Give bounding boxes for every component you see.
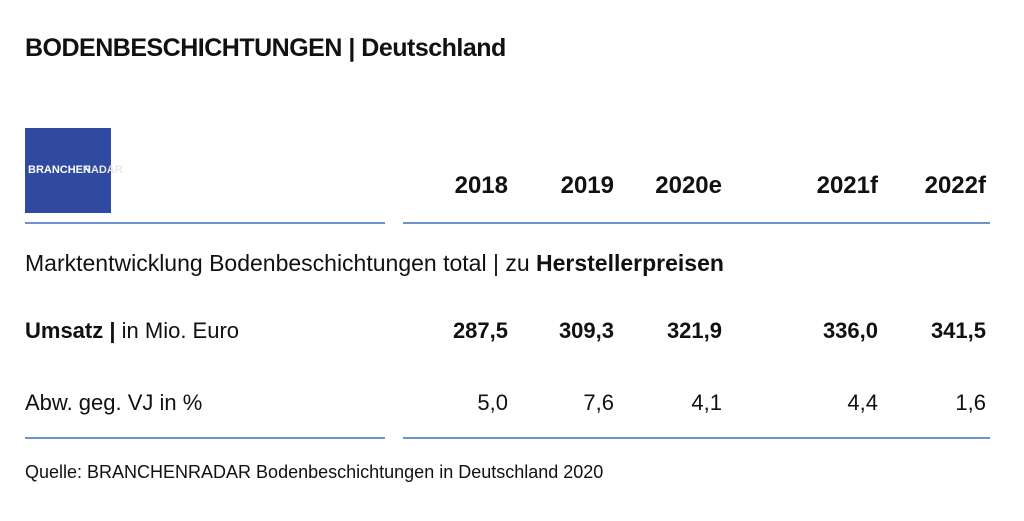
- cell: 4,1: [691, 390, 722, 415]
- cell: 309,3: [558, 318, 614, 343]
- row-label: Abw. geg. VJ in %: [25, 390, 203, 415]
- rule: [25, 437, 385, 439]
- cell: 336,0: [822, 318, 878, 343]
- cell: 287,5: [452, 318, 508, 343]
- rule: [403, 437, 990, 439]
- row-label-text: in Mio. Euro: [121, 318, 240, 343]
- cell: 321,9: [666, 318, 722, 343]
- column-header: 2021f: [816, 172, 878, 199]
- cell: 7,6: [583, 390, 614, 415]
- section-bold: Herstellerpreisen: [536, 250, 724, 276]
- row-label-bold: Umsatz |: [25, 318, 116, 343]
- column-header: 2020e: [655, 172, 722, 199]
- rule: [403, 222, 990, 224]
- section-text: Marktentwicklung Bodenbeschichtungen tot…: [25, 250, 530, 276]
- column-header: 2018: [454, 172, 508, 199]
- section-heading: Marktentwicklung Bodenbeschichtungen tot…: [25, 250, 724, 277]
- column-header: 2019: [560, 172, 614, 199]
- row-label: Umsatz | in Mio. Euro: [25, 318, 239, 344]
- cell: 341,5: [930, 318, 986, 343]
- logo-text: BRANCHEN: [28, 164, 91, 176]
- logo-text: RADAR: [83, 164, 123, 176]
- title: BODENBESCHICHTUNGEN | Deutschland: [25, 34, 506, 62]
- cell: 1,6: [955, 390, 986, 415]
- source: Quelle: BRANCHENRADAR Bodenbeschichtunge…: [25, 462, 604, 482]
- cell: 4,4: [847, 390, 878, 415]
- rule: [25, 222, 385, 224]
- cell: 5,0: [477, 390, 508, 415]
- column-header: 2022f: [924, 172, 986, 199]
- logo: BRANCHEN RADAR: [25, 128, 123, 213]
